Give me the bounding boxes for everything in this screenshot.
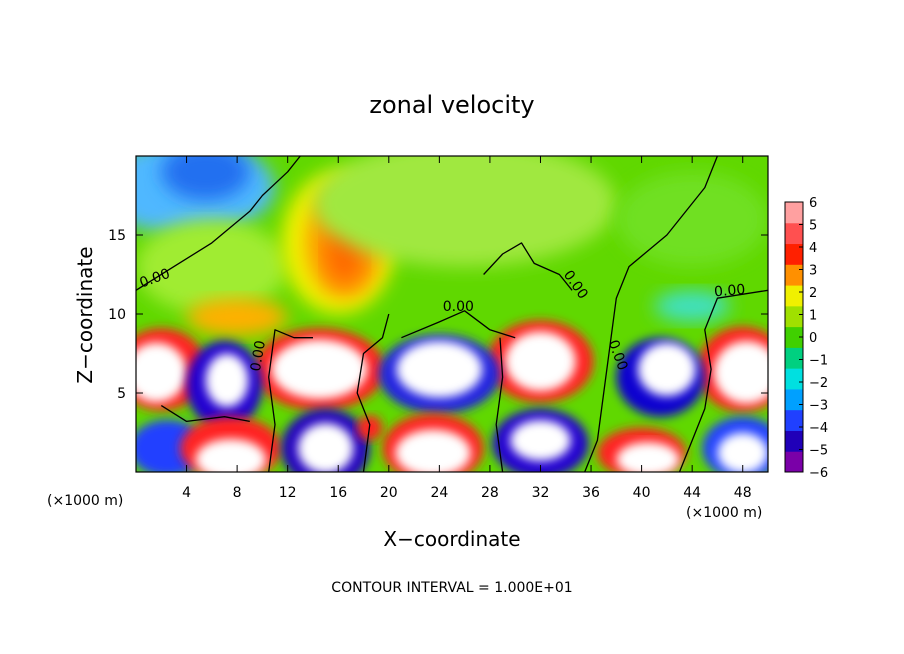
x-tick-label: 8 — [233, 485, 242, 501]
colorbar-swatch — [785, 451, 803, 473]
x-tick-label: 40 — [633, 485, 651, 501]
y-axis-title: Z−coordinate — [73, 246, 97, 383]
x-unit-left: (×1000 m) — [47, 493, 123, 509]
x-tick-label: 16 — [329, 485, 347, 501]
field-cell — [136, 219, 288, 314]
contour-line — [136, 156, 301, 291]
y-tick-label: 5 — [117, 386, 126, 402]
field-cell — [395, 429, 471, 472]
colorbar-tick-label: 2 — [809, 286, 817, 301]
field-cell — [616, 441, 680, 472]
field-cell — [505, 331, 576, 392]
colorbar-tick-label: 3 — [809, 264, 817, 279]
field-cell — [396, 340, 483, 398]
field-cell — [271, 339, 368, 400]
field-cell — [313, 156, 617, 267]
colorbar-tick-label: −2 — [809, 376, 828, 391]
colorbar-swatch — [785, 243, 803, 265]
field-cell — [713, 340, 768, 405]
colorbar-tick-label: −4 — [809, 421, 828, 436]
zero-contours — [136, 156, 768, 472]
colorbar-tick-label: −1 — [809, 354, 828, 369]
colorbar-tick-label: 4 — [809, 241, 817, 256]
colorbar-swatch — [785, 368, 803, 390]
field-cell — [205, 353, 249, 408]
x-tick-label: 48 — [734, 485, 752, 501]
x-tick-label: 32 — [532, 485, 550, 501]
x-tick-label: 4 — [182, 485, 191, 501]
y-tick-label: 10 — [108, 307, 126, 323]
contour-line — [160, 405, 250, 423]
contour-label: 0.00 — [443, 299, 474, 315]
contour-line — [584, 156, 719, 472]
field-cell — [136, 342, 187, 403]
colorbar-tick-label: 6 — [809, 196, 817, 211]
x-tick-label: 44 — [683, 485, 701, 501]
contour-line — [401, 310, 516, 339]
field-cell — [510, 419, 571, 461]
colorbar-swatch — [785, 202, 803, 224]
field-cell — [161, 156, 250, 201]
colorbar-swatch — [785, 285, 803, 307]
field-cell — [186, 298, 288, 337]
colorbar-swatch — [785, 409, 803, 431]
contour-line — [678, 289, 768, 472]
contour-label: 0.00 — [714, 282, 746, 301]
colorbar-swatch — [785, 222, 803, 245]
plot-area — [136, 156, 768, 472]
contour-interval-note: CONTOUR INTERVAL = 1.000E+01 — [331, 580, 572, 596]
velocity-field — [136, 156, 768, 472]
y-axis-ticks: 5 10 15 — [108, 228, 768, 402]
colorbar-swatch — [785, 430, 803, 452]
y-tick-label: 15 — [108, 228, 126, 244]
field-cell — [637, 342, 696, 397]
x-unit-right: (×1000 m) — [686, 505, 762, 521]
field-cell — [297, 423, 354, 472]
contour-line — [268, 329, 313, 472]
colorbar-swatch — [785, 264, 803, 286]
colorbar-tick-label: −3 — [809, 399, 828, 414]
x-axis-title: X−coordinate — [383, 527, 520, 551]
colorbar-swatch — [785, 305, 803, 328]
colorbar-tick-label: −6 — [809, 466, 828, 481]
field-cell — [717, 432, 768, 472]
contour-line — [356, 313, 390, 472]
contour-line — [483, 242, 573, 291]
colorbar-tick-label: 1 — [809, 309, 817, 324]
colorbar-tick-label: 0 — [809, 331, 817, 346]
chart-title: zonal velocity — [369, 91, 534, 119]
colorbar-tick-label: −5 — [809, 444, 828, 459]
colorbar-swatch — [785, 388, 803, 411]
x-tick-label: 24 — [430, 485, 448, 501]
field-cell — [616, 171, 768, 267]
contour-line — [495, 337, 504, 472]
x-tick-label: 20 — [380, 485, 398, 501]
field-cell — [195, 438, 267, 472]
x-tick-label: 36 — [582, 485, 600, 501]
colorbar: 6 5 4 3 2 1 0 −1 −2 −3 −4 −5 −6 — [784, 196, 828, 481]
x-tick-label: 28 — [481, 485, 499, 501]
colorbar-swatch — [785, 326, 803, 348]
colorbar-tick-label: 5 — [809, 219, 817, 234]
x-axis-ticks: 4 8 12 16 20 24 28 32 36 40 44 48 — [182, 156, 752, 501]
x-tick-label: 12 — [279, 485, 297, 501]
contour-label: 0.00 — [248, 339, 269, 372]
colorbar-swatch — [785, 347, 803, 369]
